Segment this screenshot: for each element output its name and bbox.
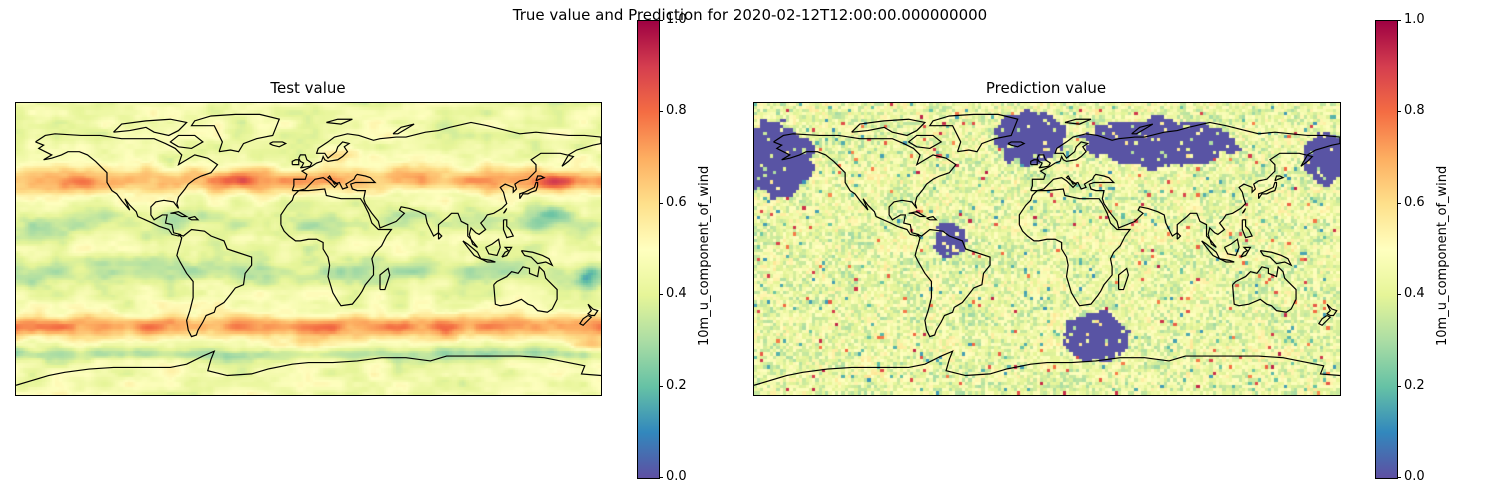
coastline-segment <box>1008 142 1024 147</box>
coastline-segment <box>393 124 414 134</box>
coastline-segment <box>909 212 925 217</box>
coastline-segment <box>774 134 956 236</box>
colorbar-tick-label: 1.0 <box>666 12 687 27</box>
coastline-segment <box>192 114 280 151</box>
coastline-segment <box>188 217 198 220</box>
colorbar-tick-label: 0.2 <box>1404 378 1425 393</box>
coastline-segment <box>177 230 252 337</box>
colorbar-tick-label: 0.4 <box>666 286 687 301</box>
coastline-segment <box>1241 247 1251 257</box>
colorbar-tick-mark <box>1397 294 1401 295</box>
coastline-segment <box>1224 239 1239 255</box>
coastline-segment <box>1220 259 1235 262</box>
coastline-segment <box>170 212 186 217</box>
coastline-segment <box>16 351 601 385</box>
coastline-segment <box>1233 267 1296 312</box>
panel-title-prediction: Prediction value <box>985 79 1107 97</box>
coastline-segment <box>927 217 937 220</box>
colorbar-tick-mark <box>659 294 663 295</box>
prediction-value-heatmap <box>754 103 1340 395</box>
coastline-segment <box>502 247 512 257</box>
coastline-segment <box>481 259 496 262</box>
coastline-segment <box>909 135 942 148</box>
colorbar-tick-label: 0.4 <box>1404 286 1425 301</box>
colorbar-tick-label: 0.2 <box>666 378 687 393</box>
coastline-segment <box>114 119 187 135</box>
colorbar-tick-label: 0.8 <box>1404 103 1425 118</box>
coastline-segment <box>1177 233 1180 239</box>
colorbar-tick-mark <box>659 20 663 21</box>
coastline-segment <box>292 160 299 165</box>
coastline-segment <box>326 119 352 124</box>
colorbar-tick-label: 0.0 <box>1404 469 1425 484</box>
coastline-overlay <box>16 103 601 395</box>
colorbar-tick-label: 0.6 <box>666 195 687 210</box>
coastline-segment <box>1259 182 1277 198</box>
coastline-segment <box>36 134 218 236</box>
colorbar-tick-label: 0.6 <box>1404 195 1425 210</box>
coastline-segment <box>520 182 538 198</box>
colorbar-tick-label: 0.0 <box>666 469 687 484</box>
coastline-segment <box>536 176 544 181</box>
coastline-segment <box>494 267 557 312</box>
coastline-segment <box>292 122 601 247</box>
colorbar-tick-mark <box>1397 20 1401 21</box>
colorbar-tick-mark <box>1397 203 1401 204</box>
coastline-segment <box>504 220 514 238</box>
coastline-segment <box>1242 208 1245 213</box>
colorbar-tick-mark <box>1397 386 1401 387</box>
coastline-segment <box>504 208 507 213</box>
coastline-segment <box>486 239 501 255</box>
colorbar-label: 10m_u_component_of_wind <box>697 165 712 346</box>
coastline-segment <box>754 351 1340 385</box>
colorbar-label: 10m_u_component_of_wind <box>1435 165 1450 346</box>
coastline-segment <box>170 135 203 148</box>
coastline-segment <box>299 155 312 168</box>
colorbar-tick-label: 1.0 <box>1404 12 1425 27</box>
colorbar-tick-mark <box>659 111 663 112</box>
figure-suptitle: True value and Prediction for 2020-02-12… <box>512 6 988 24</box>
coastline-segment <box>1019 189 1130 306</box>
coastline-segment <box>270 142 286 147</box>
test-value-heatmap <box>16 103 601 395</box>
panel-title-test: Test value <box>270 79 346 97</box>
coastline-segment <box>1031 160 1038 165</box>
colorbar-tick-mark <box>659 203 663 204</box>
colorbar-gradient <box>1375 20 1398 479</box>
coastline-segment <box>588 304 598 315</box>
coastline-overlay <box>754 103 1340 395</box>
colorbar-tick-mark <box>1397 477 1401 478</box>
colorbar-tick-label: 0.8 <box>666 103 687 118</box>
test-value-map <box>15 102 602 396</box>
colorbar-gradient <box>637 20 660 479</box>
coastline-segment <box>1275 176 1283 181</box>
coastline-segment <box>1037 155 1050 168</box>
coastline-segment <box>1065 119 1091 124</box>
coastline-segment <box>1119 268 1129 289</box>
coastline-segment <box>915 230 990 337</box>
coastline-segment <box>1132 124 1153 134</box>
colorbar-tick-mark <box>659 386 663 387</box>
coastline-segment <box>852 119 925 135</box>
coastline-segment <box>521 251 552 266</box>
coastline-segment <box>580 316 591 326</box>
coastline-segment <box>380 268 390 289</box>
coastline-segment <box>1260 251 1291 266</box>
coastline-segment <box>1327 304 1337 315</box>
coastline-segment <box>1202 241 1220 259</box>
prediction-value-map <box>753 102 1341 396</box>
coastline-segment <box>281 189 392 306</box>
colorbar-tick-mark <box>1397 111 1401 112</box>
colorbar-tick-mark <box>659 477 663 478</box>
coastline-segment <box>1031 122 1340 247</box>
coastline-segment <box>930 114 1018 151</box>
coastline-segment <box>439 233 442 239</box>
coastline-segment <box>1242 220 1252 238</box>
coastline-segment <box>1319 316 1330 326</box>
